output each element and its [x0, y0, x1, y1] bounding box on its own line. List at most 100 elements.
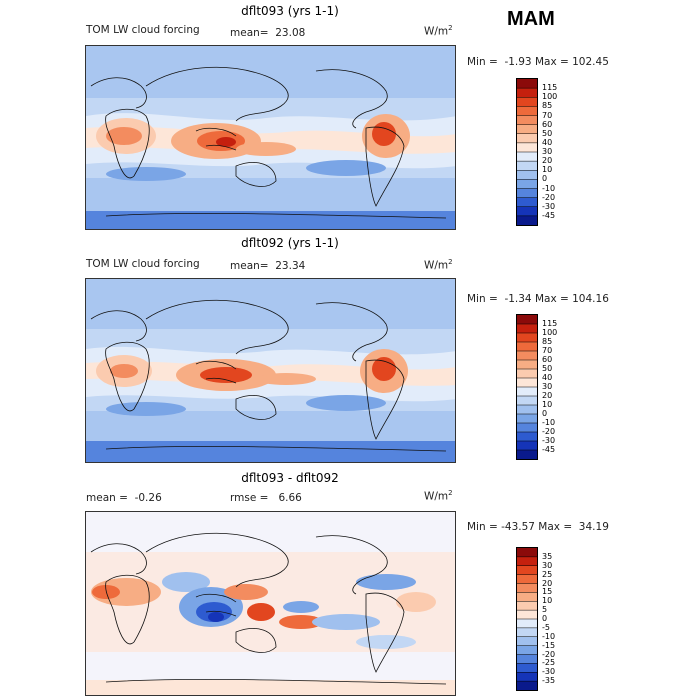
panel-1-field-label: TOM LW cloud forcing — [86, 24, 200, 36]
panel-2-colorbar-swatch — [517, 432, 537, 442]
panel-2-colorbar-swatch — [517, 360, 537, 370]
panel-2-colorbar-label: -10 — [542, 418, 556, 427]
panel-3-colorbar-swatch — [517, 627, 537, 638]
panel-1-colorbar-label: 20 — [542, 156, 553, 166]
panel-3-colorbar-swatch — [517, 601, 537, 611]
panel-2-field-label: TOM LW cloud forcing — [86, 258, 200, 270]
panel-1-colorbar-label: 100 — [542, 92, 558, 102]
panel-2-colorbar-svg — [517, 315, 537, 460]
panel-3-colorbar-swatch — [517, 654, 537, 664]
panel-1-mean: mean= 23.08 — [230, 27, 306, 39]
panel-2-colorbar-swatch — [517, 342, 537, 352]
panel-1-colorbar-swatch — [517, 79, 537, 89]
panel-2-colorbar — [516, 314, 538, 460]
panel-1-colorbar-swatch — [517, 179, 537, 189]
panel-3-colorbar-swatch — [517, 645, 537, 655]
panel-3-colorbar-swatch — [517, 565, 537, 576]
panel-3-colorbar-label: -10 — [542, 631, 556, 641]
panel-3-colorbar-label: -25 — [542, 658, 556, 668]
panel-1-colorbar-label: 10 — [542, 165, 553, 175]
panel-3-minmax: Min = -43.57 Max = 34.19 — [467, 521, 609, 533]
panel-2-colorbar-label: 10 — [542, 400, 553, 409]
panel-2-colorbar-swatch — [517, 414, 537, 424]
panel-2-colorbar-swatch — [517, 396, 537, 406]
panel-1-colorbar-swatch — [517, 88, 537, 98]
panel-2-colorbar-label: 85 — [542, 337, 553, 346]
panel-3-rmse: rmse = 6.66 — [230, 492, 302, 504]
panel-3-colorbar-label: 30 — [542, 560, 553, 570]
panel-2-colorbar-swatch — [517, 351, 537, 361]
panel-2-colorbar-label: -45 — [542, 445, 556, 454]
panel-1-colorbar-label: 40 — [542, 137, 553, 147]
panel-3-colorbar-svg — [517, 548, 537, 691]
panel-3-colorbar-swatch — [517, 583, 537, 593]
panel-3-colorbar-swatch — [517, 663, 537, 673]
panel-3-colorbar-swatch — [517, 672, 537, 682]
panel-2-units: W/m2 — [424, 258, 453, 272]
panel-1-colorbar-swatch — [517, 124, 537, 135]
panel-3-colorbar-label: 0 — [542, 614, 548, 623]
panel-3-colorbar-swatch — [517, 636, 537, 647]
panel-1-units: W/m2 — [424, 24, 453, 38]
panel-3-colorbar-label: 10 — [542, 596, 553, 606]
panel-2-colorbar-label: 70 — [542, 346, 553, 355]
panel-2-map — [85, 278, 456, 463]
panel-1-colorbar-swatch — [517, 197, 537, 208]
panel-1-colorbar-label: 0 — [542, 174, 548, 184]
panel-2-colorbar-swatch — [517, 324, 537, 334]
panel-1-colorbar-swatch — [517, 97, 537, 107]
panel-3-colorbar-label: 25 — [542, 569, 553, 579]
panel-1-minmax: Min = -1.93 Max = 102.45 — [467, 56, 609, 68]
panel-2-colorbar-swatch — [517, 405, 537, 415]
panel-2-colorbar-label: -20 — [542, 427, 556, 436]
panel-3-colorbar-swatch — [517, 556, 537, 567]
panel-2-colorbar-label: 50 — [542, 364, 553, 373]
panel-1-colorbar-label: 115 — [542, 83, 558, 93]
panel-2-colorbar-label: 20 — [542, 391, 553, 400]
season-label: MAM — [507, 8, 555, 30]
panel-1-colorbar-label: 30 — [542, 147, 553, 156]
panel-1-map-svg — [86, 46, 455, 229]
panel-2-colorbar-swatch — [517, 441, 537, 451]
panel-3-title: dflt093 - dflt092 — [241, 471, 339, 485]
panel-1-colorbar-swatch — [517, 215, 537, 226]
panel-3-colorbar-label: -5 — [542, 622, 550, 632]
panel-1-colorbar-swatch — [517, 133, 537, 144]
panel-2-colorbar-swatch — [517, 450, 537, 460]
panel-1-colorbar-swatch — [517, 115, 537, 126]
panel-2-colorbar-swatch — [517, 423, 537, 433]
panel-1-colorbar-swatch — [517, 106, 537, 116]
panel-3-colorbar-swatch — [517, 548, 537, 558]
panel-3-colorbar-swatch — [517, 681, 537, 691]
panel-3-map-svg — [86, 512, 455, 695]
panel-3-colorbar-swatch — [517, 574, 537, 584]
panel-3-map — [85, 511, 456, 696]
panel-3-colorbar-label: -30 — [542, 667, 556, 677]
panel-1-colorbar-label: -30 — [542, 201, 556, 211]
panel-1-colorbar-label: 60 — [542, 119, 553, 129]
panel-2-colorbar-swatch — [517, 369, 537, 379]
panel-1-colorbar — [516, 78, 538, 226]
panel-2-colorbar-label: 100 — [542, 328, 558, 337]
panel-1-colorbar-label: 50 — [542, 128, 553, 138]
panel-1-colorbar-swatch — [517, 161, 537, 171]
panel-1-colorbar-label: 85 — [542, 101, 553, 111]
panel-1-colorbar-swatch — [517, 152, 537, 162]
panel-1-colorbar-label: -45 — [542, 210, 556, 220]
panel-2-colorbar-swatch — [517, 387, 537, 397]
panel-3-colorbar-label: -35 — [542, 676, 556, 686]
panel-1-colorbar-label: -10 — [542, 183, 556, 193]
panel-3-colorbar-label: -15 — [542, 640, 556, 650]
panel-2-colorbar-label: 0 — [542, 409, 548, 418]
panel-2-colorbar-swatch — [517, 378, 537, 388]
panel-3-colorbar-label: 35 — [542, 551, 553, 561]
panel-3-colorbar-swatch — [517, 610, 537, 620]
panel-3-colorbar-swatch — [517, 592, 537, 602]
panel-2-colorbar-label: 115 — [542, 319, 558, 328]
panel-1-colorbar-label: -20 — [542, 192, 556, 202]
panel-1-colorbar-label: 70 — [542, 110, 553, 120]
panel-3-colorbar-label: 5 — [542, 605, 548, 615]
panel-2-colorbar-label: 60 — [542, 355, 553, 364]
panel-2-map-svg — [86, 279, 455, 462]
panel-3-units: W/m2 — [424, 489, 453, 503]
